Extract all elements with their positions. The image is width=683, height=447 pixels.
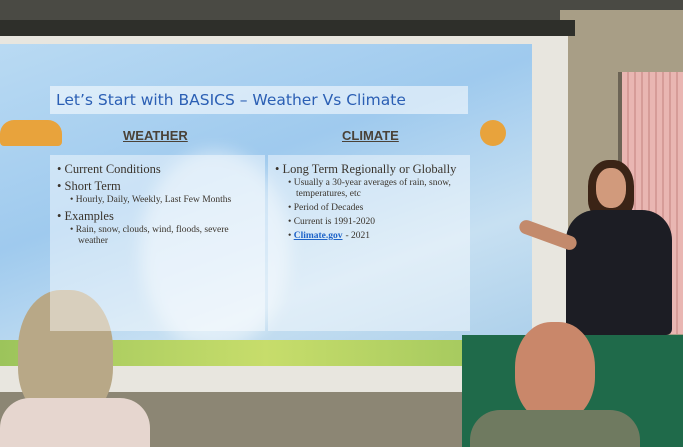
ceiling <box>0 0 683 22</box>
column-box: Current Conditions Short Term Hourly, Dail… <box>50 155 265 331</box>
sub-bullet: Climate.gov- 2021 <box>293 231 464 242</box>
sub-text: - 2021 <box>345 231 371 241</box>
sub-bullet: Hourly, Daily, Weekly, Last Few Months <box>76 195 259 206</box>
bullet: Examples <box>56 209 259 223</box>
screen-bar <box>0 20 575 36</box>
audience-shirt <box>0 398 150 447</box>
bullet: Short Term <box>56 179 259 193</box>
column-box: Long Term Regionally or Globally Usually … <box>268 155 470 331</box>
sub-bullet: Rain, snow, clouds, wind, floods, severe… <box>76 225 259 247</box>
presenter-face <box>596 168 626 208</box>
link: Climate.gov <box>293 231 343 241</box>
sub-bullet: Current is 1991-2020 <box>294 217 464 228</box>
presenter-body <box>566 210 672 335</box>
audience-shirt <box>470 410 640 447</box>
column-heading: CLIMATE <box>342 128 399 143</box>
weather-icon <box>0 120 62 146</box>
column-heading: WEATHER <box>123 128 188 143</box>
slide-title: Let’s Start with BASICS – Weather Vs Cli… <box>50 86 468 114</box>
climate-icon <box>480 120 506 146</box>
audience-head <box>515 322 595 422</box>
sub-bullet: Period of Decades <box>294 203 464 214</box>
bullet: Current Conditions <box>56 162 259 176</box>
bullet: Long Term Regionally or Globally <box>274 162 464 176</box>
sub-bullet: Usually a 30-year averages of rain, snow… <box>294 178 464 200</box>
